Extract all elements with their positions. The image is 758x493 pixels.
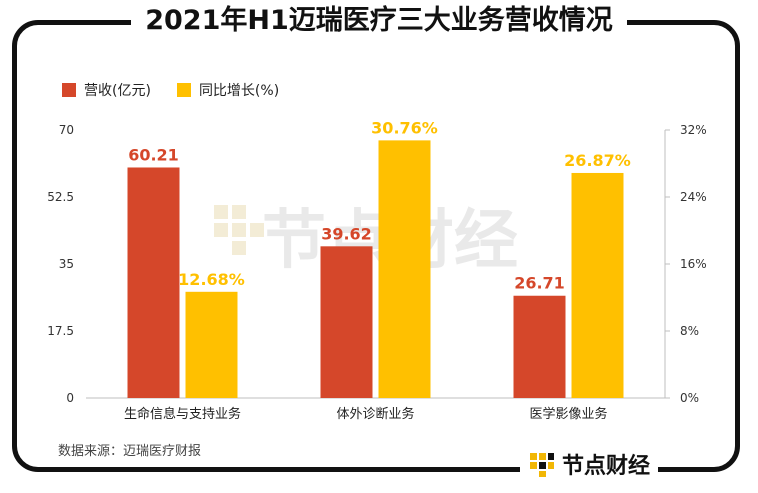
bar-growth <box>571 172 624 398</box>
data-label-growth: 26.87% <box>564 151 631 170</box>
watermark-logo-square <box>232 241 246 255</box>
category-label: 医学影像业务 <box>529 406 607 422</box>
category-label: 体外诊断业务 <box>336 406 414 422</box>
data-label-revenue: 39.62 <box>321 224 372 243</box>
data-label-growth: 30.76% <box>371 118 438 137</box>
right-tick-label: 0% <box>680 391 699 405</box>
watermark-logo-icon <box>214 205 264 255</box>
legend-label-revenue: 营收(亿元) <box>84 83 151 99</box>
right-tick-label: 16% <box>680 257 707 271</box>
right-tick-label: 32% <box>680 123 707 137</box>
category-label: 生命信息与支持业务 <box>124 406 241 422</box>
watermark-logo-square <box>232 205 246 219</box>
bars <box>127 140 624 398</box>
data-label-revenue: 60.21 <box>128 145 179 164</box>
bar-growth <box>378 140 431 398</box>
bar-revenue <box>127 167 180 398</box>
legend: 营收(亿元) 同比增长(%) <box>62 80 305 100</box>
right-tick-label: 24% <box>680 190 707 204</box>
right-tick-label: 8% <box>680 324 699 338</box>
title-wrap: 2021年H1迈瑞医疗三大业务营收情况 <box>0 2 758 40</box>
legend-swatch-growth <box>176 83 191 97</box>
left-tick-label: 0 <box>66 391 74 405</box>
legend-label-growth: 同比增长(%) <box>198 83 280 99</box>
axes: 0 17.5 35 52.5 70 0% 8% 16% 24% 32% 生命信息与支持业务 体外诊断业… <box>47 123 706 422</box>
brand-name: 节点财经 <box>562 454 651 479</box>
brand: 节点财经 <box>520 448 659 480</box>
source-note: 数据来源：迈瑞医疗财报 <box>58 444 202 459</box>
data-labels: 60.21 12.68% 39.62 30.76% 26.71 26.87% <box>128 118 631 292</box>
watermark-logo-square <box>214 223 228 237</box>
watermark-logo-square <box>232 223 246 237</box>
bar-growth <box>185 291 238 398</box>
legend-item-revenue: 营收(亿元) <box>62 80 151 100</box>
data-label-revenue: 26.71 <box>514 274 565 293</box>
chart-title: 2021年H1迈瑞医疗三大业务营收情况 <box>131 2 627 40</box>
left-tick-label: 17.5 <box>47 324 74 338</box>
left-tick-label: 70 <box>59 123 74 137</box>
watermark-logo-square <box>214 205 228 219</box>
legend-item-growth: 同比增长(%) <box>176 80 280 100</box>
watermark-logo-square <box>250 223 264 237</box>
bar-revenue <box>320 246 373 398</box>
left-tick-label: 52.5 <box>47 190 74 204</box>
brand-logo-icon <box>530 453 554 477</box>
data-label-growth: 12.68% <box>178 270 245 289</box>
left-tick-label: 35 <box>59 257 74 271</box>
legend-swatch-revenue <box>62 83 76 97</box>
bar-revenue <box>513 295 566 398</box>
